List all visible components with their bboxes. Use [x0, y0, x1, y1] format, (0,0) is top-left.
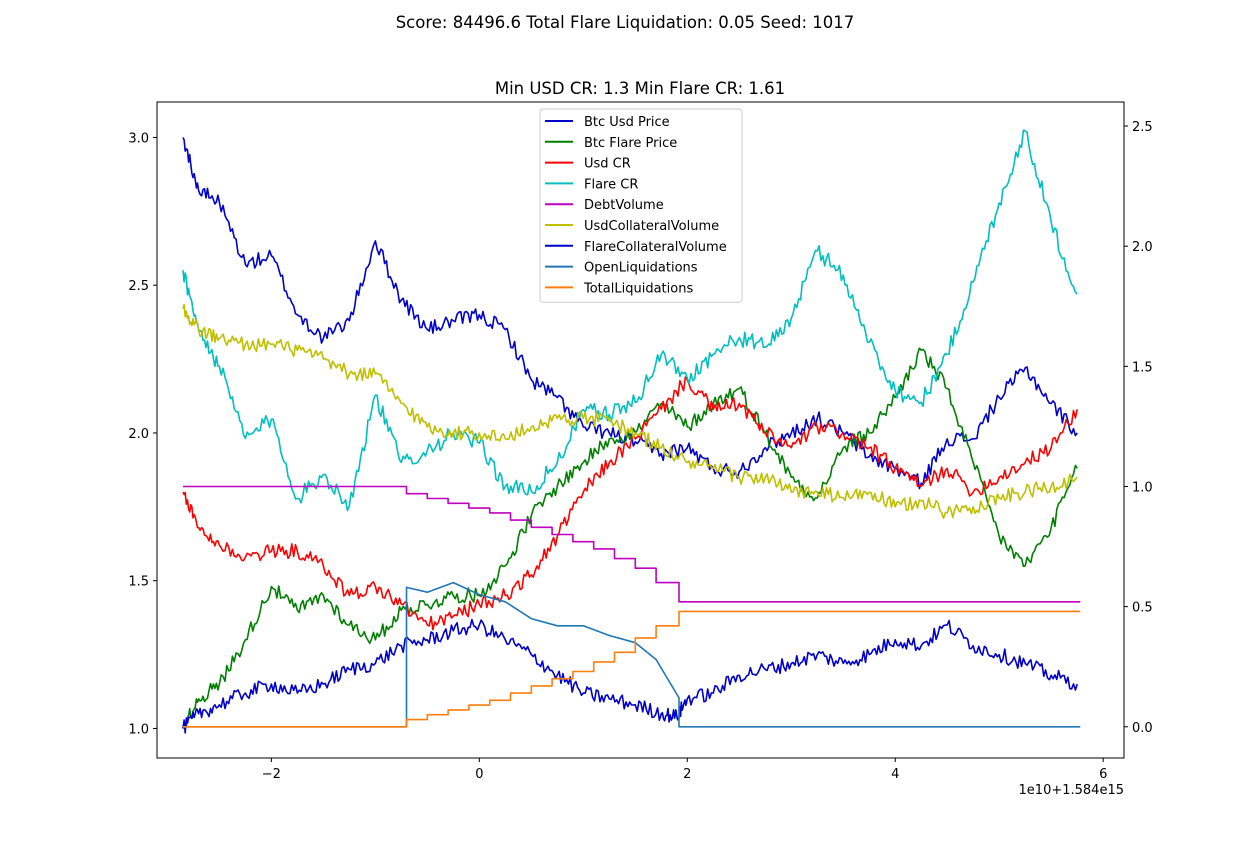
legend-label: TotalLiquidations [583, 281, 693, 296]
x-offset-label: 1e10+1.584e15 [1019, 783, 1124, 798]
x-tick-label: 0 [475, 767, 483, 782]
series-line-debtvolume [183, 485, 1081, 603]
x-tick-label: 2 [683, 767, 691, 782]
series-line-totalliquidations [183, 610, 1081, 728]
y-right-tick-label: 2.5 [1132, 120, 1153, 135]
series-line-usd-cr [182, 376, 1078, 631]
y-left-tick-label: 1.0 [128, 722, 149, 737]
y-left-tick-label: 2.0 [128, 427, 149, 442]
legend: Btc Usd Price Btc Flare Price Usd CR Flare … [539, 108, 743, 303]
series-lines [182, 129, 1081, 734]
figure-suptitle: Score: 84496.6 Total Flare Liquidation: … [395, 13, 855, 32]
axis-ticks: −2 0 2 4 6 1.0 1.5 2.0 2.5 3.0 0.0 0.5 1.0 1.5 2.0 2.5 [128, 120, 1152, 782]
series-line-usdcollateralvolume [182, 303, 1078, 519]
y-right-tick-label: 0.5 [1132, 601, 1153, 616]
y-right-tick-label: 2.0 [1132, 240, 1153, 255]
y-right-tick-label: 1.0 [1132, 480, 1153, 495]
legend-label: Btc Usd Price [584, 115, 670, 130]
series-line-btc-usd-price [182, 137, 1078, 490]
legend-label: OpenLiquidations [584, 261, 698, 276]
series-line-openliquidations [183, 581, 1081, 728]
series-line-btc-flare-price [182, 347, 1078, 729]
x-tick-label: 4 [891, 767, 899, 782]
y-right-tick-label: 1.5 [1132, 360, 1153, 375]
y-left-tick-label: 2.5 [128, 279, 149, 294]
legend-label: DebtVolume [584, 198, 664, 213]
y-left-tick-label: 1.5 [128, 575, 149, 590]
legend-label: Btc Flare Price [584, 136, 677, 151]
legend-label: UsdCollateralVolume [584, 219, 719, 234]
plot-frame [156, 101, 1125, 759]
legend-box [539, 108, 743, 303]
y-left-tick-label: 3.0 [128, 131, 149, 146]
chart-title: Min USD CR: 1.3 Min Flare CR: 1.61 [495, 79, 785, 98]
x-tick-label: −2 [262, 767, 281, 782]
legend-label: FlareCollateralVolume [584, 240, 727, 255]
series-line-flare-cr [182, 129, 1078, 512]
legend-label: Usd CR [584, 157, 631, 172]
legend-label: Flare CR [584, 177, 638, 192]
x-tick-label: 6 [1099, 767, 1107, 782]
series-line-flarecollateralvolume [182, 618, 1078, 734]
y-right-tick-label: 0.0 [1132, 721, 1153, 736]
